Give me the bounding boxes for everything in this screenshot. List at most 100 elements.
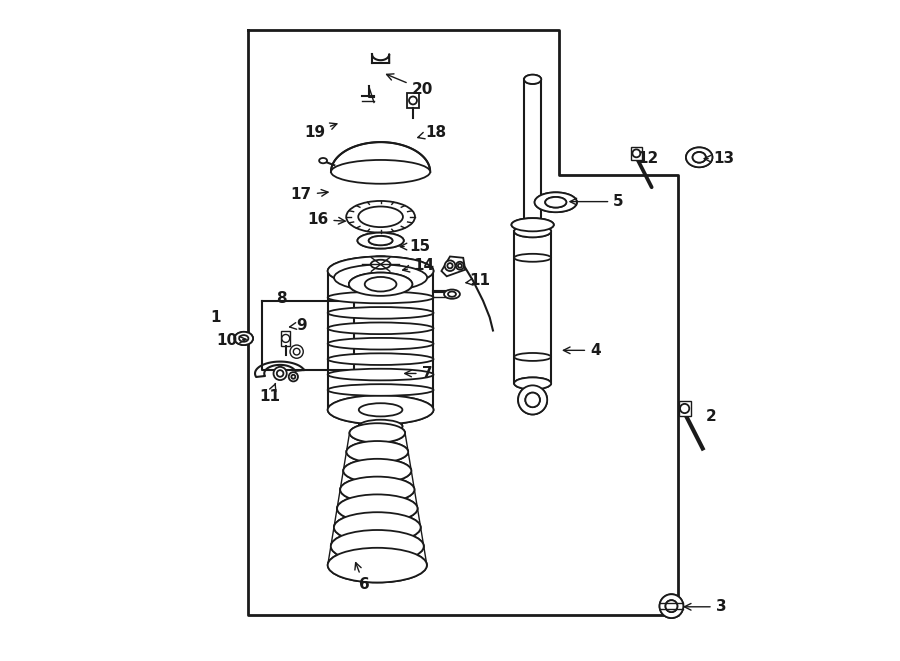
Ellipse shape: [340, 477, 414, 502]
Ellipse shape: [328, 256, 434, 286]
Ellipse shape: [328, 395, 434, 424]
Text: 8: 8: [276, 292, 287, 306]
Circle shape: [518, 385, 547, 414]
Text: 11: 11: [466, 274, 490, 288]
Ellipse shape: [545, 197, 566, 208]
Ellipse shape: [511, 218, 554, 231]
Ellipse shape: [346, 441, 409, 463]
Circle shape: [526, 393, 540, 407]
Ellipse shape: [331, 530, 424, 563]
Bar: [407, 93, 418, 108]
Ellipse shape: [328, 256, 434, 286]
Circle shape: [665, 600, 678, 612]
Ellipse shape: [328, 548, 427, 582]
Ellipse shape: [362, 256, 399, 272]
Ellipse shape: [331, 160, 430, 184]
Text: 3: 3: [684, 600, 726, 614]
Ellipse shape: [514, 377, 551, 389]
Circle shape: [277, 370, 284, 377]
Ellipse shape: [686, 147, 713, 167]
Ellipse shape: [524, 75, 541, 84]
Ellipse shape: [349, 423, 405, 443]
Circle shape: [526, 393, 540, 407]
Ellipse shape: [359, 403, 402, 416]
Ellipse shape: [364, 277, 397, 292]
Ellipse shape: [328, 548, 427, 582]
Polygon shape: [441, 256, 465, 276]
Circle shape: [633, 149, 641, 157]
Ellipse shape: [693, 152, 706, 163]
Ellipse shape: [448, 292, 456, 297]
Ellipse shape: [239, 335, 248, 342]
Ellipse shape: [328, 292, 434, 303]
Ellipse shape: [338, 494, 418, 523]
Bar: [524, 79, 541, 225]
Circle shape: [293, 348, 300, 355]
Text: 16: 16: [307, 212, 346, 227]
Ellipse shape: [328, 338, 434, 350]
Ellipse shape: [349, 423, 405, 443]
Ellipse shape: [343, 459, 411, 483]
Text: 15: 15: [400, 239, 431, 254]
Circle shape: [274, 367, 287, 380]
Text: 19: 19: [304, 123, 337, 139]
Circle shape: [680, 404, 689, 413]
Bar: [282, 331, 290, 346]
Ellipse shape: [362, 256, 399, 272]
Ellipse shape: [524, 75, 541, 84]
Circle shape: [445, 260, 455, 271]
Ellipse shape: [359, 420, 402, 433]
Ellipse shape: [514, 225, 551, 237]
Text: 4: 4: [563, 343, 600, 358]
Text: 2: 2: [706, 409, 716, 424]
Ellipse shape: [331, 530, 424, 563]
Ellipse shape: [545, 197, 566, 208]
Text: 6: 6: [355, 563, 369, 592]
Ellipse shape: [328, 323, 434, 334]
Ellipse shape: [359, 420, 402, 433]
Ellipse shape: [349, 272, 412, 296]
Ellipse shape: [369, 236, 392, 245]
Ellipse shape: [444, 290, 460, 299]
Ellipse shape: [369, 236, 392, 245]
Circle shape: [665, 600, 678, 612]
Ellipse shape: [328, 395, 434, 424]
Circle shape: [458, 264, 462, 268]
Ellipse shape: [686, 147, 713, 167]
Ellipse shape: [535, 192, 577, 212]
Ellipse shape: [357, 233, 404, 249]
Circle shape: [292, 375, 295, 379]
Ellipse shape: [349, 272, 412, 296]
Ellipse shape: [514, 377, 551, 389]
Text: 11: 11: [260, 383, 281, 404]
Ellipse shape: [338, 494, 418, 523]
Ellipse shape: [328, 354, 434, 365]
Ellipse shape: [328, 369, 434, 380]
Circle shape: [660, 594, 683, 618]
Ellipse shape: [334, 512, 420, 543]
Bar: [359, 410, 402, 426]
Ellipse shape: [235, 332, 253, 345]
Text: 5: 5: [570, 194, 624, 209]
Ellipse shape: [334, 264, 427, 291]
Circle shape: [447, 263, 453, 268]
Text: 18: 18: [418, 125, 446, 139]
Ellipse shape: [357, 233, 404, 249]
Bar: [631, 147, 642, 160]
Bar: [514, 231, 551, 383]
Ellipse shape: [358, 206, 403, 227]
Text: 12: 12: [638, 151, 659, 166]
Ellipse shape: [340, 477, 414, 502]
Circle shape: [456, 262, 464, 270]
Circle shape: [289, 372, 298, 381]
Circle shape: [660, 594, 683, 618]
Polygon shape: [331, 142, 430, 172]
Ellipse shape: [328, 307, 434, 319]
Text: 14: 14: [402, 258, 434, 273]
Ellipse shape: [346, 441, 409, 463]
Bar: [328, 271, 434, 410]
Bar: [679, 401, 690, 416]
Text: 20: 20: [387, 74, 433, 97]
Text: 1: 1: [210, 310, 220, 325]
Text: 13: 13: [704, 151, 735, 166]
